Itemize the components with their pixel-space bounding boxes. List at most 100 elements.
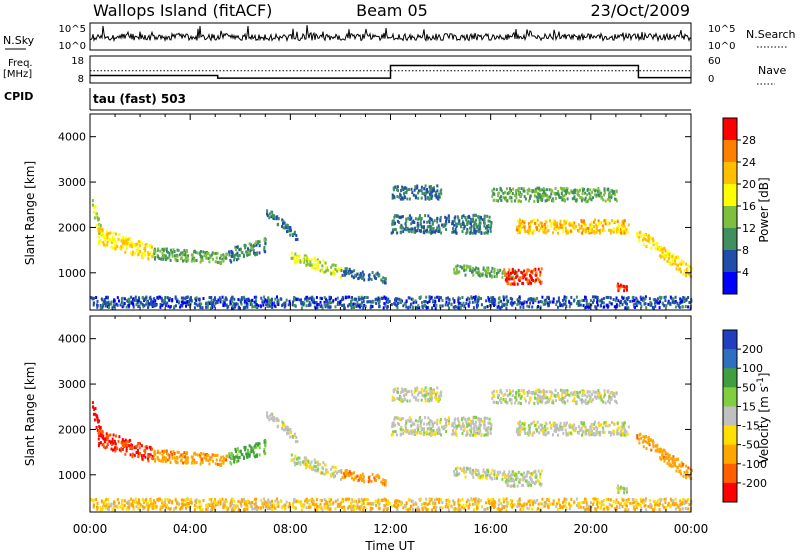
scatter-cell — [208, 260, 211, 264]
scatter-cell — [382, 276, 385, 280]
scatter-cell — [563, 189, 566, 193]
scatter-cell — [497, 393, 500, 397]
scatter-cell — [310, 258, 313, 262]
scatter-cell — [490, 296, 493, 300]
scatter-cell — [408, 390, 410, 393]
scatter-cell — [570, 391, 573, 395]
scatter-cell — [556, 423, 559, 427]
scatter-cell — [144, 243, 147, 247]
scatter-cell — [625, 296, 628, 300]
scatter-cell — [502, 295, 505, 299]
scatter-cell — [390, 433, 393, 437]
scatter-cell — [471, 218, 474, 222]
power-colorbar-label: Power [dB] — [757, 177, 771, 242]
scatter-cell — [405, 217, 408, 221]
scatter-cell — [332, 299, 335, 303]
scatter-cell — [306, 259, 309, 263]
scatter-cell — [566, 399, 569, 403]
scatter-cell — [354, 297, 357, 301]
scatter-cell — [163, 253, 165, 257]
scatter-cell — [573, 226, 576, 230]
scatter-cell — [587, 400, 590, 404]
scatter-cell — [622, 433, 625, 437]
scatter-cell — [587, 198, 590, 202]
scatter-cell — [506, 281, 509, 285]
scatter-cell — [584, 191, 587, 195]
scatter-cell — [614, 399, 617, 403]
scatter-cell — [430, 429, 433, 433]
scatter-cell — [456, 271, 459, 275]
scatter-cell — [199, 304, 201, 308]
scatter-cell — [520, 192, 523, 196]
scatter-cell — [431, 424, 434, 428]
scatter-cell — [114, 240, 117, 244]
scatter-cell — [478, 421, 481, 425]
scatter-cell — [203, 254, 206, 258]
scatter-cell — [513, 482, 516, 486]
scatter-cell — [634, 305, 636, 309]
scatter-cell — [396, 219, 399, 223]
scatter-cell — [149, 453, 152, 457]
scatter-cell — [383, 302, 386, 306]
scatter-cell — [487, 431, 490, 435]
scatter-cell — [171, 298, 174, 302]
scatter-cell — [666, 259, 669, 263]
scatter-cell — [502, 270, 505, 274]
scatter-cell — [574, 390, 577, 394]
scatter-cell — [603, 393, 606, 397]
scatter-cell — [353, 302, 356, 306]
scatter-cell — [602, 430, 605, 434]
scatter-cell — [410, 187, 413, 191]
scatter-cell — [478, 230, 480, 234]
scatter-cell — [215, 300, 218, 303]
scatter-cell — [492, 192, 495, 196]
scatter-cell — [406, 428, 409, 432]
scatter-cell — [483, 420, 486, 424]
scatter-cell — [599, 231, 602, 235]
scatter-cell — [396, 421, 399, 425]
scatter-cell — [511, 282, 514, 286]
scatter-cell — [426, 220, 429, 224]
scatter-cell — [655, 449, 658, 453]
scatter-cell — [323, 270, 326, 274]
scatter-cell — [552, 297, 555, 301]
colorbar-tick-label: 28 — [742, 134, 756, 147]
scatter-cell — [310, 298, 313, 302]
scatter-cell — [604, 401, 607, 405]
scatter-cell — [493, 267, 496, 271]
scatter-cell — [472, 422, 475, 426]
scatter-cell — [310, 263, 313, 267]
scatter-cell — [353, 275, 356, 279]
scatter-cell — [518, 191, 520, 195]
scatter-cell — [523, 300, 526, 304]
scatter-cell — [498, 196, 501, 200]
scatter-cell — [656, 247, 659, 251]
scatter-cell — [593, 395, 596, 399]
scatter-cell — [223, 457, 226, 461]
scatter-cell — [144, 445, 147, 449]
scatter-cell — [347, 295, 349, 299]
scatter-cell — [679, 267, 682, 271]
scatter-cell — [645, 245, 648, 248]
scatter-cell — [595, 429, 598, 432]
scatter-cell — [518, 295, 521, 299]
scatter-cell — [465, 301, 468, 305]
scatter-cell — [505, 389, 508, 393]
scatter-cell — [124, 250, 127, 254]
scatter-cell — [523, 219, 526, 223]
scatter-cell — [255, 295, 258, 299]
scatter-cell — [541, 429, 544, 433]
scatter-cell — [289, 233, 292, 237]
cpid-label: CPID — [4, 90, 33, 103]
noise-left-label: N.Sky — [3, 34, 35, 47]
scatter-cell — [601, 299, 604, 303]
scatter-cell — [557, 192, 560, 196]
scatter-cell — [199, 253, 202, 257]
scatter-cell — [453, 223, 456, 227]
scatter-cell — [161, 453, 164, 457]
scatter-cell — [427, 416, 430, 420]
scatter-cell — [106, 243, 109, 247]
scatter-cell — [171, 254, 174, 258]
scatter-cell — [147, 253, 150, 257]
scatter-cell — [161, 303, 164, 307]
